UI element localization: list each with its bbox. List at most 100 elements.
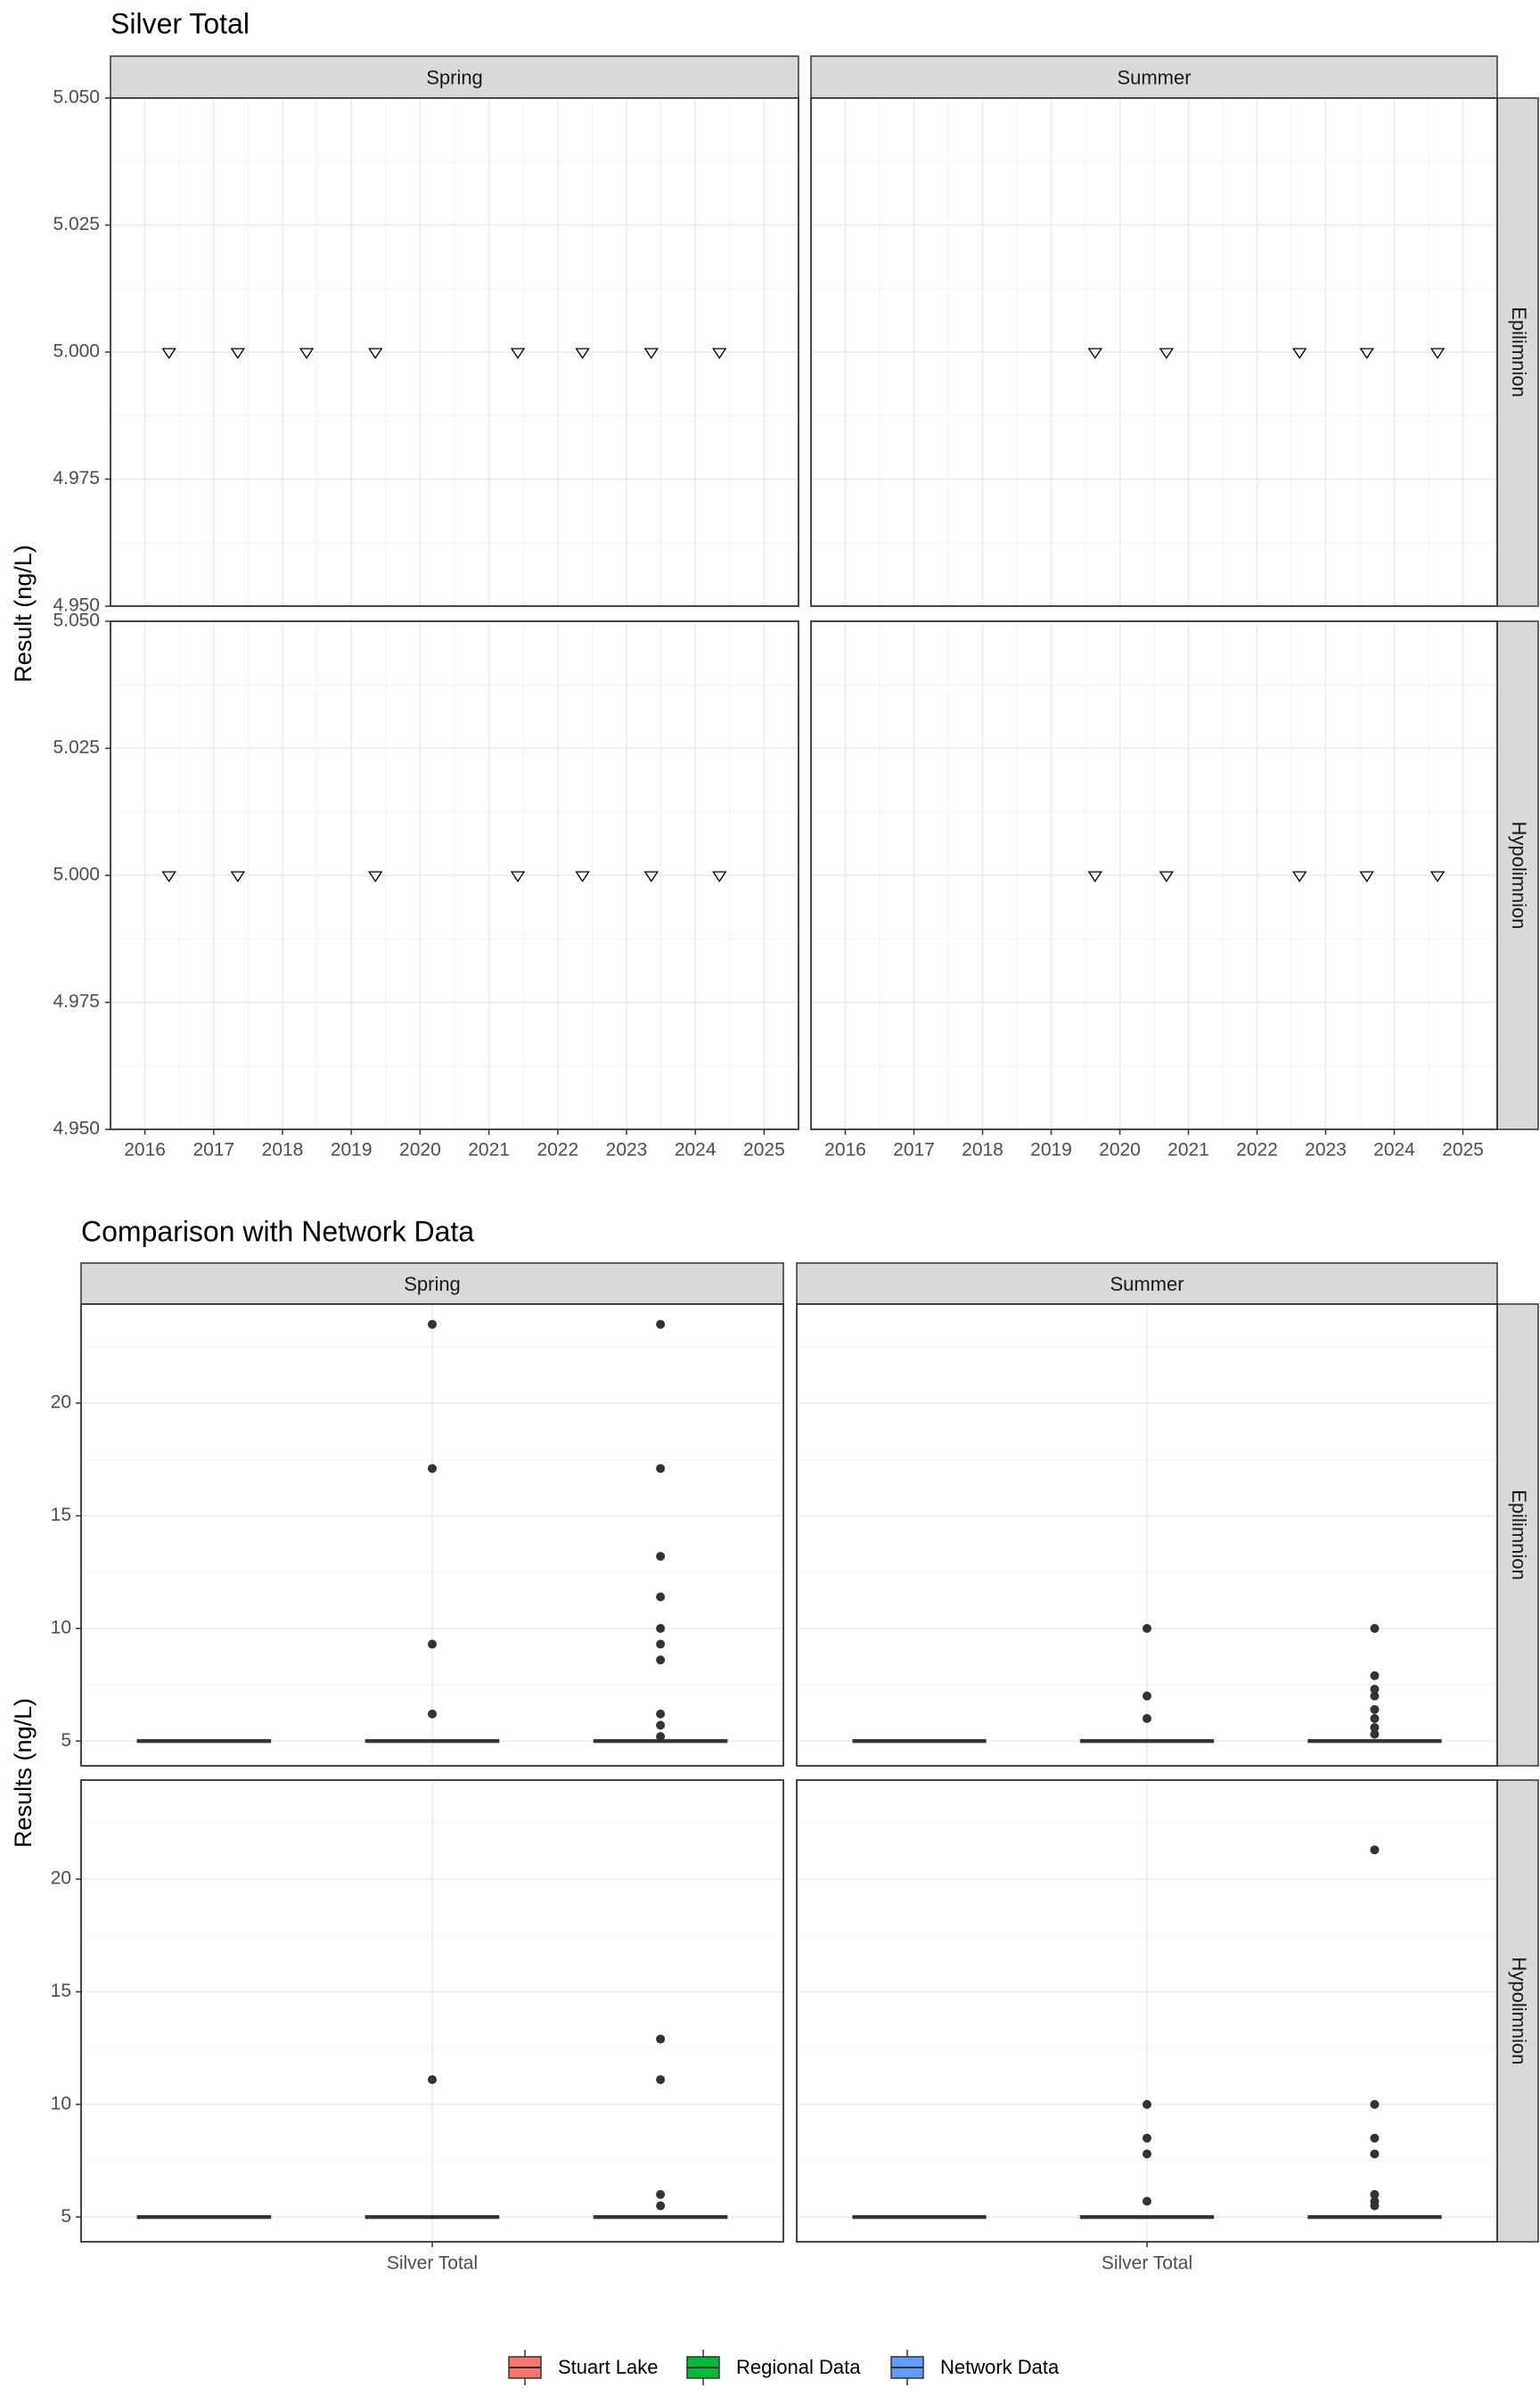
outlier-point <box>1143 1713 1151 1723</box>
y-tick-label: 5.000 <box>53 865 100 885</box>
legend-label: Network Data <box>940 2356 1060 2378</box>
x-tick-label: Silver Total <box>387 2253 478 2274</box>
y-tick-label: 5.000 <box>53 341 100 362</box>
x-tick-label: 2023 <box>606 1140 648 1161</box>
data-point <box>161 348 176 359</box>
row-strip-hypolimnion <box>1496 620 1539 1130</box>
panel-border <box>810 97 1498 607</box>
y-tick-label: 10 <box>51 2093 71 2113</box>
x-tick-label: 2025 <box>1442 1140 1484 1161</box>
col-strip-summer <box>810 55 1498 99</box>
outlier-point <box>1370 2149 1380 2159</box>
panel-spring-epilimnion <box>110 97 799 607</box>
data-point <box>510 348 526 359</box>
outlier-point <box>656 1639 666 1649</box>
legend-label: Regional Data <box>736 2356 861 2378</box>
data-point <box>1429 871 1446 882</box>
outlier-point <box>1143 2196 1151 2206</box>
panel-border <box>80 1303 784 1767</box>
outlier-point <box>656 1623 666 1633</box>
panel-summer-hypolimnion <box>796 1779 1498 2243</box>
outlier-point <box>1370 1845 1380 1855</box>
col-strip-label: Spring <box>426 66 483 88</box>
data-point <box>575 348 590 359</box>
y-axis-title: Results (ng/L) <box>10 1698 37 1848</box>
outlier-point <box>656 1464 666 1473</box>
data-point <box>1159 348 1175 359</box>
row-strip-epilimnion <box>1496 1303 1539 1767</box>
outlier-point <box>1143 1623 1151 1633</box>
y-tick-label: 5 <box>61 2206 71 2227</box>
row-strip-label: Epilimnion <box>1508 1489 1530 1580</box>
x-tick-label: 2020 <box>399 1140 441 1161</box>
outlier-point <box>1143 2149 1151 2159</box>
panel-summer-epilimnion <box>810 97 1498 607</box>
outlier-point <box>1370 1723 1380 1733</box>
outlier-point <box>1143 1691 1151 1701</box>
col-strip-label: Summer <box>1110 1273 1184 1295</box>
panel-spring-hypolimnion <box>80 1779 784 2243</box>
outlier-point <box>428 1464 437 1473</box>
row-strip-label: Hypolimnion <box>1508 821 1530 929</box>
data-point <box>299 348 315 359</box>
chart-title: Silver Total <box>111 7 250 39</box>
y-tick-label: 5.025 <box>53 737 100 758</box>
x-tick-label: 2021 <box>1167 1140 1209 1161</box>
data-point <box>1429 348 1446 359</box>
row-strip-label: Hypolimnion <box>1508 1957 1530 2064</box>
legend: Stuart Lake Regional Data Network Data <box>508 2350 1060 2385</box>
outlier-point <box>1370 1713 1380 1723</box>
panel-spring-hypolimnion <box>110 620 799 1130</box>
outlier-point <box>1370 1704 1380 1714</box>
data-point <box>368 871 383 882</box>
data-point <box>368 348 383 359</box>
row-strip-epilimnion <box>1496 97 1539 607</box>
y-axis-title: Result (ng/L) <box>10 545 37 683</box>
x-tick-label: 2024 <box>675 1140 717 1161</box>
y-tick-label: 4.950 <box>53 1119 100 1139</box>
panel-border <box>796 1303 1498 1767</box>
x-tick-label: 2017 <box>192 1140 234 1161</box>
data-point <box>712 871 727 882</box>
y-tick-label: 4.975 <box>53 991 100 1012</box>
data-point <box>1359 871 1374 882</box>
outlier-point <box>1143 2099 1151 2109</box>
x-tick-label: 2022 <box>1236 1140 1278 1161</box>
y-tick-label: 20 <box>51 1868 71 1889</box>
outlier-point <box>656 2075 666 2085</box>
y-tick-label: 20 <box>51 1392 71 1413</box>
outlier-point <box>656 1720 666 1730</box>
x-tick-label: 2020 <box>1099 1140 1141 1161</box>
x-tick-label: 2021 <box>468 1140 510 1161</box>
x-tick-label: 2025 <box>743 1140 785 1161</box>
x-tick-label: 2017 <box>893 1140 935 1161</box>
outlier-point <box>1370 1691 1380 1701</box>
col-strip-spring <box>80 1262 784 1305</box>
outlier-point <box>656 1319 666 1329</box>
x-tick-label: 2018 <box>262 1140 304 1161</box>
outlier-point <box>656 1709 666 1719</box>
col-strip-label: Summer <box>1117 66 1191 88</box>
chart-silver-total: Silver Total Spring Summer Epilimnion Hypoli… <box>10 7 1539 1161</box>
x-tick-label: Silver Total <box>1102 2253 1192 2274</box>
outlier-point <box>428 1639 437 1649</box>
col-strip-spring <box>110 55 799 99</box>
panel-summer-epilimnion <box>796 1303 1498 1767</box>
x-tick-label: 2018 <box>962 1140 1003 1161</box>
outlier-point <box>1370 1670 1380 1680</box>
panel-border <box>810 620 1498 1130</box>
outlier-point <box>1370 1729 1380 1739</box>
outlier-point <box>1370 2196 1380 2206</box>
data-point <box>161 871 176 882</box>
data-point <box>230 348 246 359</box>
outlier-point <box>656 1655 666 1665</box>
outlier-point <box>428 2075 437 2085</box>
x-tick-label: 2024 <box>1373 1140 1415 1161</box>
data-point <box>643 871 659 882</box>
panel-summer-hypolimnion <box>810 620 1498 1130</box>
data-point <box>575 871 590 882</box>
data-point <box>712 348 727 359</box>
y-tick-label: 5 <box>61 1730 71 1751</box>
x-tick-label: 2016 <box>824 1140 866 1161</box>
